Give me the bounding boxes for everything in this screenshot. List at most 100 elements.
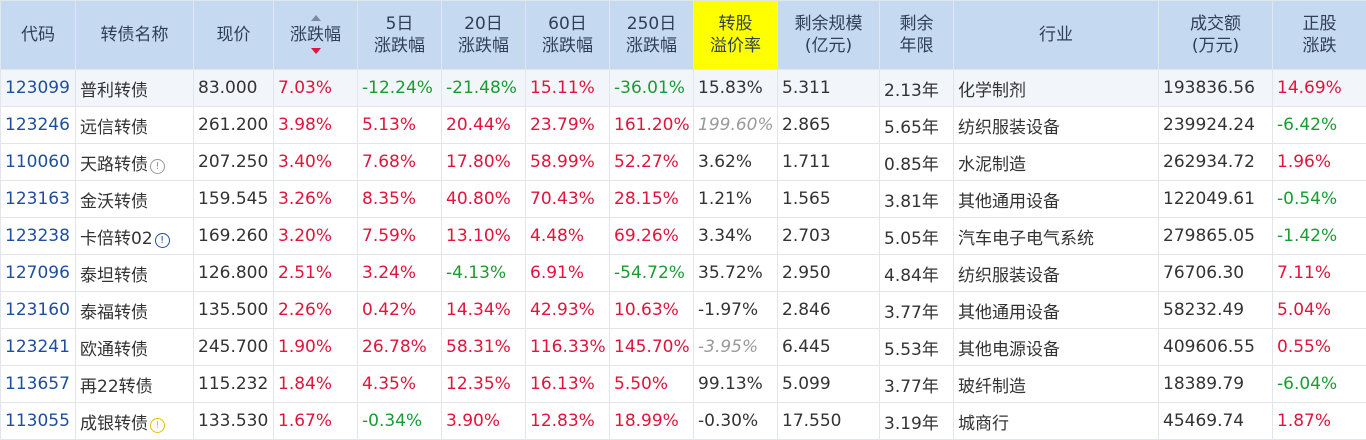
change-cell: 2.51% <box>273 254 358 292</box>
change-60d-cell: 42.93% <box>525 291 610 329</box>
code-cell[interactable]: 123160 <box>0 291 76 329</box>
code-cell[interactable]: 110060 <box>0 143 76 181</box>
table-row[interactable]: 123246 远信转债 261.200 3.98% 5.13% 20.44% 23.79% 1… <box>0 106 1366 144</box>
change-20d-cell: 12.35% <box>441 365 526 403</box>
name-cell[interactable]: 天路转债! <box>75 143 194 181</box>
volume-cell: 45469.74 <box>1158 402 1273 440</box>
table-row[interactable]: 113657 再22转债 115.232 1.84% 4.35% 12.35% 16.13%… <box>0 365 1366 403</box>
code-cell[interactable]: 123099 <box>0 69 76 107</box>
change-cell: 2.26% <box>273 291 358 329</box>
col-header-price[interactable]: 现价 <box>193 0 274 70</box>
code-cell[interactable]: 123163 <box>0 180 76 218</box>
name-cell[interactable]: 泰坦转债 <box>75 254 194 292</box>
price-cell: 83.000 <box>193 69 274 107</box>
premium-cell: -3.95% <box>693 328 778 366</box>
change-5d-cell: -0.34% <box>357 402 442 440</box>
change-250d-cell: 18.99% <box>609 402 694 440</box>
col-header-250d[interactable]: 250日 涨跌幅 <box>609 0 694 70</box>
price-cell: 126.800 <box>193 254 274 292</box>
change-cell: 1.67% <box>273 402 358 440</box>
col-header-name[interactable]: 转债名称 <box>75 0 194 70</box>
table-row[interactable]: 127096 泰坦转债 126.800 2.51% 3.24% -4.13% 6.91% -5… <box>0 254 1366 292</box>
change-250d-cell: 161.20% <box>609 106 694 144</box>
code-cell[interactable]: 123238 <box>0 217 76 255</box>
table-row[interactable]: 123163 金沃转债 159.545 3.26% 8.35% 40.80% 70.43% 2… <box>0 180 1366 218</box>
table-row[interactable]: 123238 卡倍转02! 169.260 3.20% 7.59% 13.10% 4.48%… <box>0 217 1366 255</box>
info-icon[interactable]: ! <box>150 158 165 174</box>
volume-cell: 58232.49 <box>1158 291 1273 329</box>
name-cell[interactable]: 欧通转债 <box>75 328 194 366</box>
stock-change-cell: -1.42% <box>1272 217 1366 255</box>
stock-change-cell: 7.11% <box>1272 254 1366 292</box>
table-row[interactable]: 123099 普利转债 83.000 7.03% -12.24% -21.48% 15.11… <box>0 69 1366 107</box>
col-header-5d[interactable]: 5日 涨跌幅 <box>357 0 442 70</box>
warning-icon[interactable]: ! <box>150 417 165 433</box>
scale-cell: 5.311 <box>777 69 880 107</box>
info-icon[interactable]: ! <box>154 232 170 248</box>
table-row[interactable]: 123241 欧通转债 245.700 1.90% 26.78% 58.31% 116.33… <box>0 328 1366 366</box>
industry-cell: 其他通用设备 <box>953 180 1159 218</box>
table-row[interactable]: 110060 天路转债! 207.250 3.40% 7.68% 17.80% 58.99%… <box>0 143 1366 181</box>
col-header-industry[interactable]: 行业 <box>953 0 1159 70</box>
table-row[interactable]: 123160 泰福转债 135.500 2.26% 0.42% 14.34% 42.93% 1… <box>0 291 1366 329</box>
table-row[interactable]: 113055 成银转债! 133.530 1.67% -0.34% 3.90% 12.83%… <box>0 402 1366 440</box>
change-60d-cell: 4.48% <box>525 217 610 255</box>
price-cell: 159.545 <box>193 180 274 218</box>
col-header-change[interactable]: 涨跌幅 <box>273 0 358 70</box>
name-cell[interactable]: 普利转债 <box>75 69 194 107</box>
name-cell[interactable]: 远信转债 <box>75 106 194 144</box>
volume-cell: 239924.24 <box>1158 106 1273 144</box>
years-cell: 3.19年 <box>879 402 954 440</box>
code-cell[interactable]: 113657 <box>0 365 76 403</box>
name-cell[interactable]: 泰福转债 <box>75 291 194 329</box>
stock-change-cell: 1.96% <box>1272 143 1366 181</box>
volume-cell: 193836.56 <box>1158 69 1273 107</box>
col-header-years[interactable]: 剩余 年限 <box>879 0 954 70</box>
change-cell: 3.40% <box>273 143 358 181</box>
change-60d-cell: 23.79% <box>525 106 610 144</box>
change-250d-cell: -54.72% <box>609 254 694 292</box>
change-cell: 1.90% <box>273 328 358 366</box>
scale-cell: 2.865 <box>777 106 880 144</box>
change-5d-cell: 0.42% <box>357 291 442 329</box>
col-header-volume[interactable]: 成交额 (万元) <box>1158 0 1273 70</box>
code-cell[interactable]: 127096 <box>0 254 76 292</box>
change-20d-cell: 14.34% <box>441 291 526 329</box>
years-cell: 2.13年 <box>879 69 954 107</box>
scale-cell: 5.099 <box>777 365 880 403</box>
name-cell[interactable]: 成银转债! <box>75 402 194 440</box>
change-20d-cell: -4.13% <box>441 254 526 292</box>
col-header-code[interactable]: 代码 <box>0 0 76 70</box>
change-cell: 3.98% <box>273 106 358 144</box>
col-header-20d[interactable]: 20日 涨跌幅 <box>441 0 526 70</box>
code-cell[interactable]: 113055 <box>0 402 76 440</box>
col-header-60d[interactable]: 60日 涨跌幅 <box>525 0 610 70</box>
change-5d-cell: 8.35% <box>357 180 442 218</box>
name-cell[interactable]: 金沃转债 <box>75 180 194 218</box>
code-cell[interactable]: 123241 <box>0 328 76 366</box>
code-cell[interactable]: 123246 <box>0 106 76 144</box>
change-5d-cell: 7.68% <box>357 143 442 181</box>
scale-cell: 1.711 <box>777 143 880 181</box>
col-header-premium[interactable]: 转股 溢价率 <box>693 0 778 70</box>
price-cell: 169.260 <box>193 217 274 255</box>
col-header-stock-change[interactable]: 正股 涨跌 <box>1272 0 1366 70</box>
name-cell[interactable]: 卡倍转02! <box>75 217 194 255</box>
industry-cell: 水泥制造 <box>953 143 1159 181</box>
sort-indicator: 涨跌幅 <box>288 15 343 54</box>
years-cell: 5.53年 <box>879 328 954 366</box>
change-20d-cell: 20.44% <box>441 106 526 144</box>
scale-cell: 1.565 <box>777 180 880 218</box>
price-cell: 135.500 <box>193 291 274 329</box>
change-250d-cell: 10.63% <box>609 291 694 329</box>
name-cell[interactable]: 再22转债 <box>75 365 194 403</box>
col-header-scale[interactable]: 剩余规模 (亿元) <box>777 0 880 70</box>
table-body: 123099 普利转债 83.000 7.03% -12.24% -21.48% 15.11… <box>0 69 1366 440</box>
premium-cell: 3.34% <box>693 217 778 255</box>
years-cell: 5.05年 <box>879 217 954 255</box>
change-20d-cell: 13.10% <box>441 217 526 255</box>
price-cell: 245.700 <box>193 328 274 366</box>
change-250d-cell: -36.01% <box>609 69 694 107</box>
industry-cell: 汽车电子电气系统 <box>953 217 1159 255</box>
